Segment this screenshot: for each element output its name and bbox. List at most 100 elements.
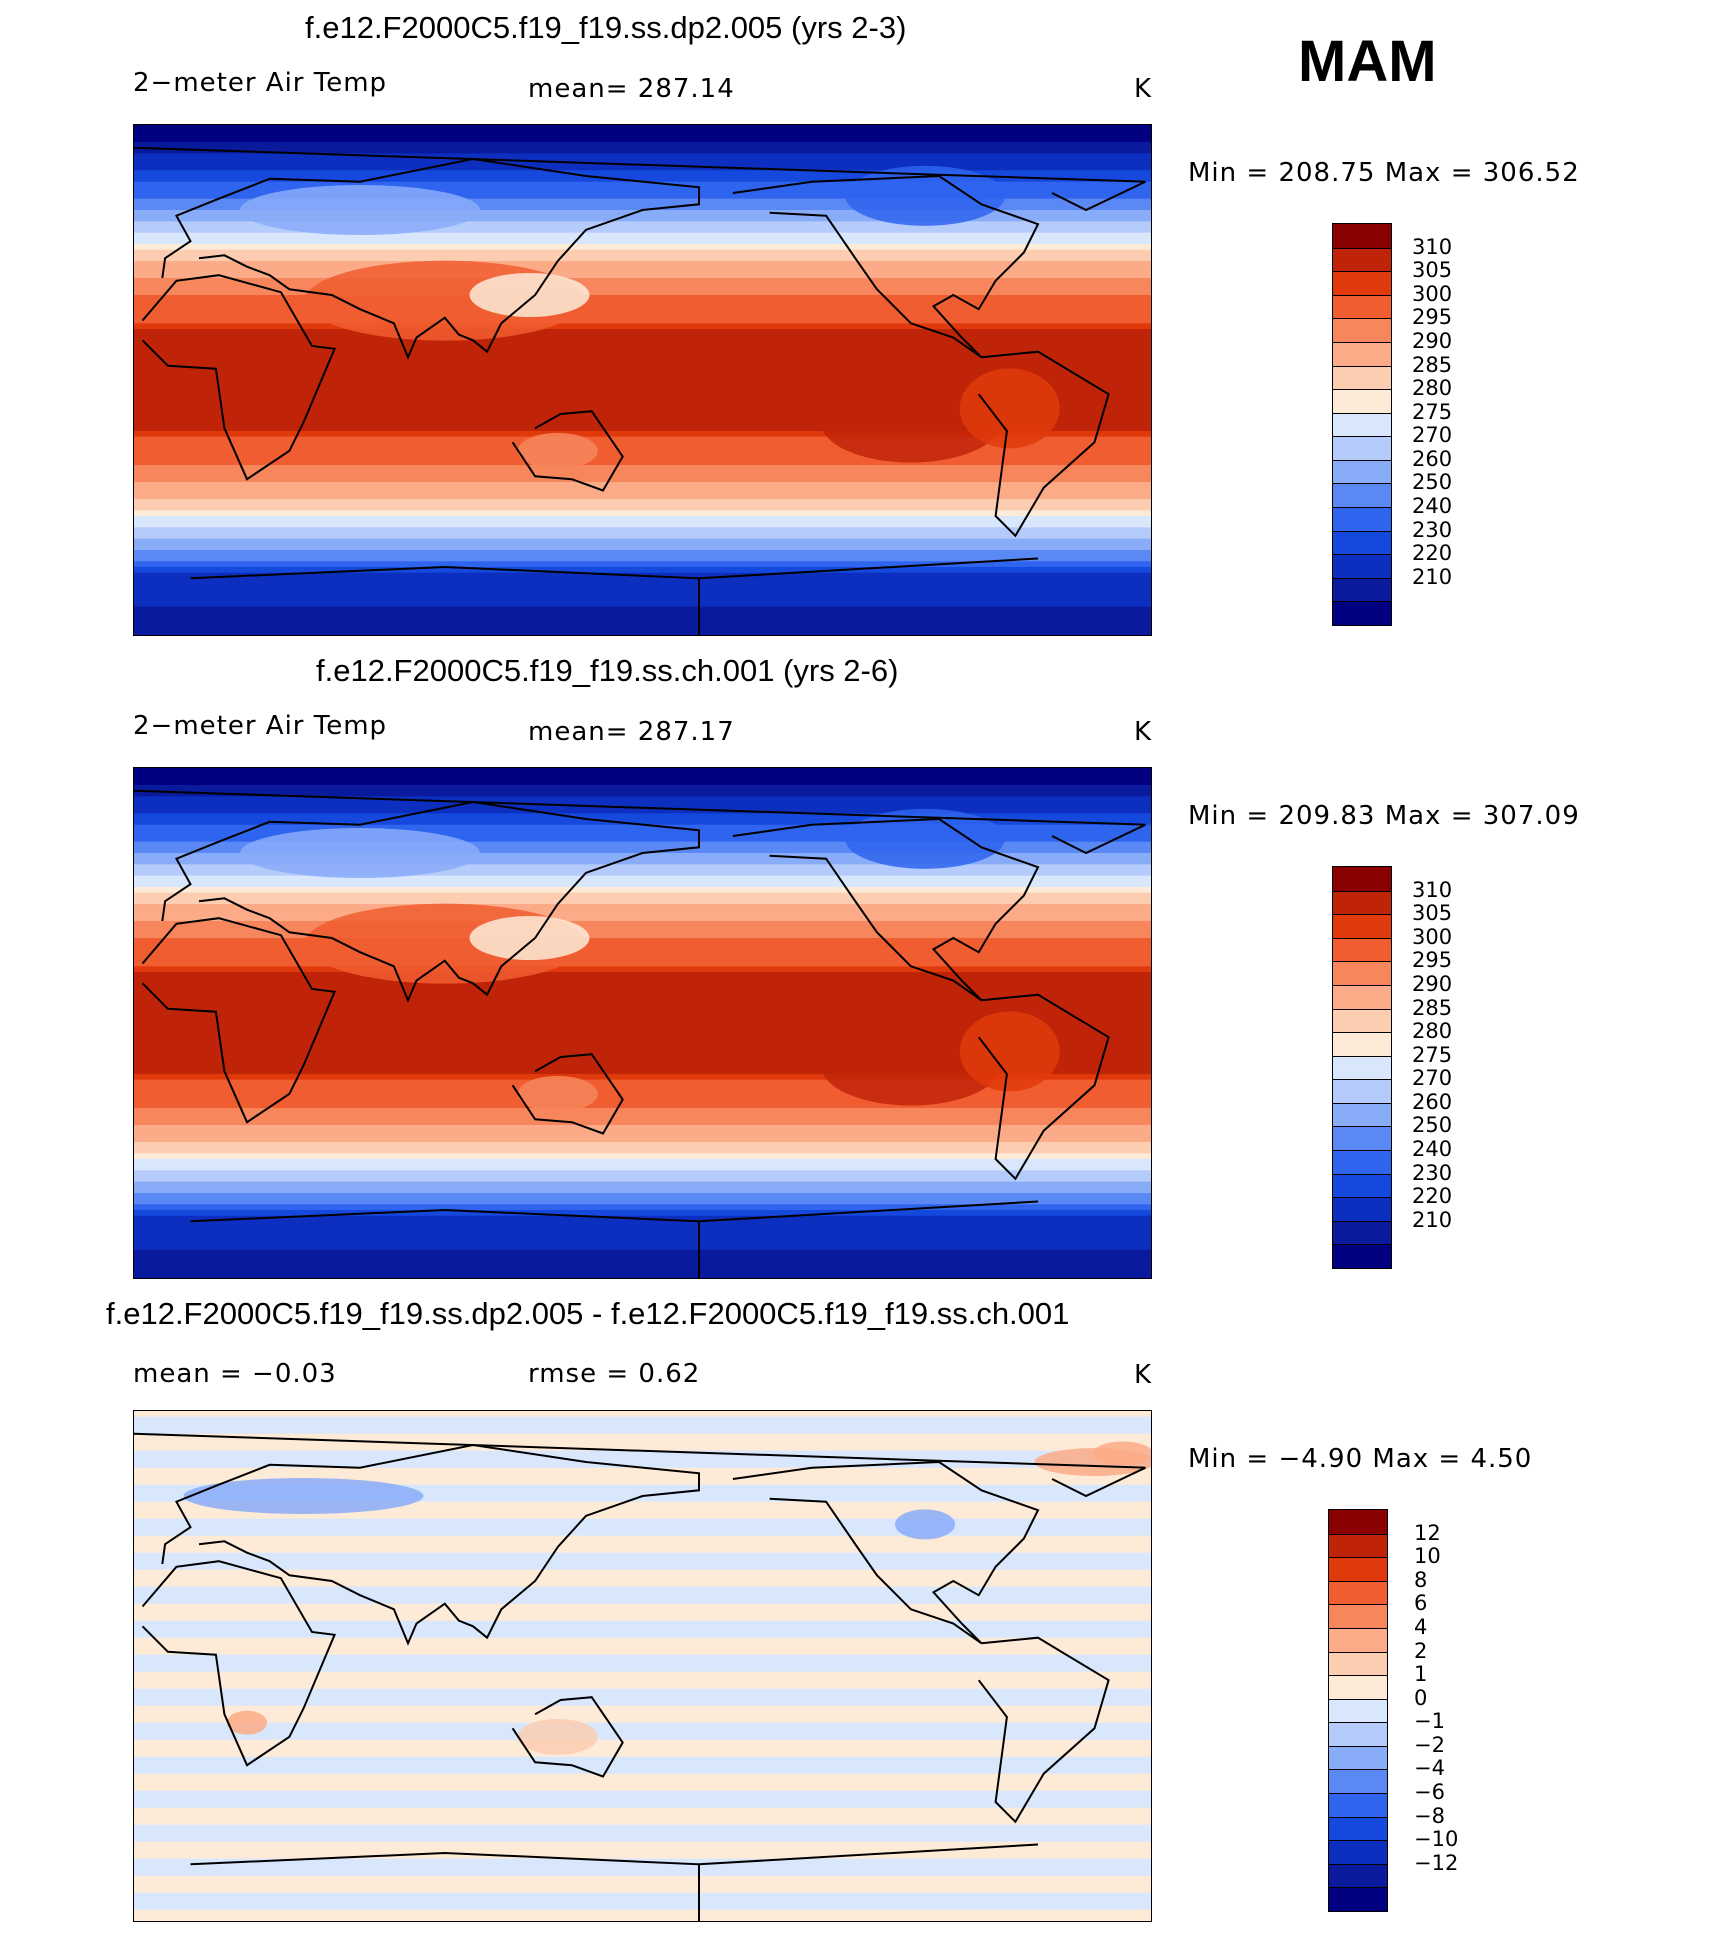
- colorbar-swatch: [1329, 1675, 1387, 1699]
- colorbar-swatch: [1333, 914, 1391, 938]
- colorbar-tick-label: 2: [1414, 1638, 1428, 1663]
- colorbar-swatch: [1329, 1769, 1387, 1794]
- panel-2-map: [133, 767, 1152, 1279]
- colorbar-swatch: [1329, 1557, 1387, 1581]
- colorbar-tick-label: 295: [1412, 305, 1453, 330]
- panel-3-colorbar: [1328, 1509, 1388, 1912]
- contour-fill: [134, 768, 1151, 1278]
- colorbar-swatch: [1333, 1079, 1391, 1103]
- colorbar-swatch: [1333, 530, 1391, 555]
- panel-3-map: [133, 1410, 1152, 1922]
- colorbar-swatch: [1333, 341, 1391, 366]
- colorbar-swatch: [1333, 1102, 1391, 1127]
- colorbar-swatch: [1333, 937, 1391, 962]
- colorbar-tick-label: 12: [1414, 1520, 1441, 1545]
- colorbar-tick-label: −8: [1414, 1803, 1445, 1828]
- colorbar-swatch: [1333, 365, 1391, 390]
- colorbar-swatch: [1333, 890, 1391, 915]
- colorbar-tick-label: 250: [1412, 1113, 1453, 1138]
- panel-1-units: K: [1134, 74, 1153, 104]
- colorbar-tick-label: 260: [1412, 1089, 1453, 1114]
- colorbar-swatch: [1333, 459, 1391, 484]
- colorbar-swatch: [1329, 1722, 1387, 1746]
- colorbar-tick-label: 10: [1414, 1544, 1441, 1569]
- colorbar-swatch: [1329, 1887, 1387, 1911]
- colorbar-swatch: [1329, 1604, 1387, 1628]
- colorbar-tick-label: 300: [1412, 924, 1453, 949]
- panel-1-variable-label: 2−meter Air Temp: [133, 68, 388, 98]
- colorbar-tick-label: −10: [1414, 1827, 1459, 1852]
- colorbar-swatch: [1333, 224, 1391, 248]
- colorbar-tick-label: 6: [1414, 1591, 1428, 1616]
- colorbar-tick-label: 310: [1412, 234, 1453, 259]
- colorbar-swatch: [1333, 436, 1391, 460]
- colorbar-swatch: [1333, 1197, 1391, 1221]
- panel-2-title: f.e12.F2000C5.f19_f19.ss.ch.001 (yrs 2-6…: [316, 653, 899, 688]
- colorbar-swatch: [1333, 961, 1391, 985]
- panel-3-mean: mean = −0.03: [133, 1359, 337, 1389]
- panel-3-title: f.e12.F2000C5.f19_f19.ss.dp2.005 - f.e12…: [106, 1296, 1070, 1331]
- colorbar-swatch: [1329, 1580, 1387, 1605]
- colorbar-swatch: [1333, 1173, 1391, 1198]
- colorbar-tick-label: 295: [1412, 948, 1453, 973]
- colorbar-swatch: [1333, 389, 1391, 413]
- colorbar-tick-label: −12: [1414, 1850, 1459, 1875]
- panel-1-title: f.e12.F2000C5.f19_f19.ss.dp2.005 (yrs 2-…: [305, 10, 907, 45]
- coastlines: [134, 1432, 1146, 1921]
- coastlines: [134, 146, 1146, 635]
- colorbar-tick-label: 4: [1414, 1614, 1428, 1639]
- colorbar-tick-label: −6: [1414, 1780, 1445, 1805]
- colorbar-tick-label: −4: [1414, 1756, 1445, 1781]
- colorbar-tick-label: 280: [1412, 376, 1453, 401]
- colorbar-swatch: [1333, 601, 1391, 625]
- colorbar-swatch: [1333, 1220, 1391, 1245]
- colorbar-swatch: [1333, 294, 1391, 319]
- colorbar-tick-label: 230: [1412, 517, 1453, 542]
- colorbar-tick-label: 230: [1412, 1160, 1453, 1185]
- colorbar-tick-label: −2: [1414, 1732, 1445, 1757]
- colorbar-swatch: [1333, 1244, 1391, 1268]
- colorbar-swatch: [1329, 1840, 1387, 1864]
- colorbar-swatch: [1333, 247, 1391, 272]
- colorbar-tick-label: 285: [1412, 995, 1453, 1020]
- colorbar-swatch: [1333, 318, 1391, 342]
- colorbar-tick-label: 240: [1412, 494, 1453, 519]
- colorbar-swatch: [1333, 1126, 1391, 1151]
- colorbar-swatch: [1333, 867, 1391, 891]
- colorbar-tick-label: −1: [1414, 1709, 1445, 1734]
- colorbar-swatch: [1333, 271, 1391, 295]
- colorbar-tick-label: 270: [1412, 423, 1453, 448]
- panel-2-minmax: Min = 209.83 Max = 307.09: [1188, 801, 1580, 831]
- colorbar-swatch: [1333, 1008, 1391, 1033]
- panel-3-units: K: [1134, 1360, 1153, 1390]
- panel-3-rmse: rmse = 0.62: [528, 1359, 701, 1389]
- panel-1-colorbar: [1332, 223, 1392, 626]
- colorbar-swatch: [1333, 1150, 1391, 1174]
- colorbar-swatch: [1329, 1745, 1387, 1770]
- panel-2-units: K: [1134, 717, 1153, 747]
- colorbar-swatch: [1333, 483, 1391, 508]
- colorbar-tick-label: 220: [1412, 1184, 1453, 1209]
- colorbar-tick-label: 270: [1412, 1066, 1453, 1091]
- panel-2-variable-label: 2−meter Air Temp: [133, 711, 388, 741]
- colorbar-tick-label: 290: [1412, 971, 1453, 996]
- colorbar-swatch: [1329, 1510, 1387, 1534]
- colorbar-swatch: [1329, 1533, 1387, 1558]
- colorbar-tick-label: 285: [1412, 352, 1453, 377]
- colorbar-tick-label: 1: [1414, 1662, 1428, 1687]
- contour-fill: [134, 125, 1151, 635]
- coastlines: [134, 789, 1146, 1278]
- colorbar-swatch: [1329, 1793, 1387, 1817]
- colorbar-swatch: [1329, 1698, 1387, 1723]
- colorbar-swatch: [1333, 1032, 1391, 1056]
- colorbar-tick-label: 220: [1412, 541, 1453, 566]
- colorbar-tick-label: 210: [1412, 564, 1453, 589]
- panel-1-map: [133, 124, 1152, 636]
- colorbar-swatch: [1329, 1816, 1387, 1841]
- panel-1-mean: mean= 287.14: [528, 74, 735, 104]
- panel-2-colorbar: [1332, 866, 1392, 1269]
- colorbar-tick-label: 210: [1412, 1207, 1453, 1232]
- colorbar-swatch: [1333, 507, 1391, 531]
- colorbar-swatch: [1333, 554, 1391, 578]
- colorbar-tick-label: 305: [1412, 901, 1453, 926]
